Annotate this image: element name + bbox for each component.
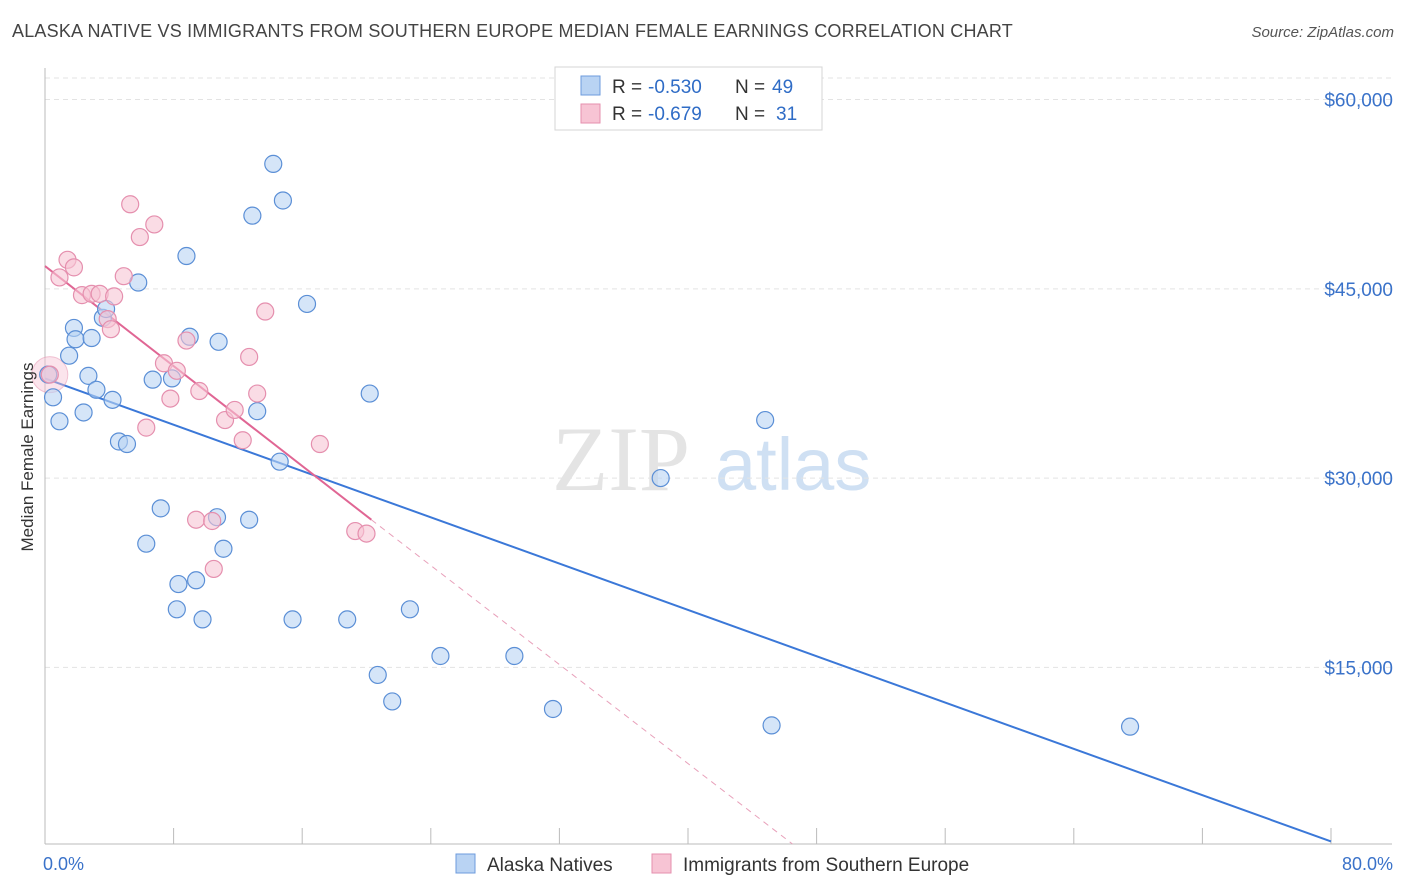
data-point-alaska-natives — [143, 370, 162, 389]
series-label-alaska-natives: Alaska Natives — [487, 855, 613, 876]
data-point-southern-europe — [50, 268, 69, 287]
y-tick-label: $15,000 — [1324, 658, 1393, 679]
data-point-alaska-natives — [117, 434, 137, 454]
data-point-alaska-natives — [273, 191, 293, 210]
data-point-alaska-natives — [248, 402, 267, 421]
data-point-alaska-natives — [74, 403, 93, 422]
data-point-alaska-natives — [167, 600, 186, 619]
legend-swatch-blue — [580, 75, 601, 96]
y-tick-labels: $15,000 $30,000 $45,000 $60,000 — [1324, 91, 1393, 680]
legend-n-label-2: N = — [735, 104, 765, 125]
data-point-alaska-natives — [66, 330, 85, 349]
series-legend: Alaska Natives Immigrants from Southern … — [455, 853, 969, 876]
data-point-alaska-natives — [151, 499, 170, 518]
legend-swatch-pink — [580, 103, 601, 124]
data-point-southern-europe — [357, 524, 376, 543]
data-point-southern-europe — [225, 400, 244, 420]
data-point-alaska-natives — [297, 294, 317, 314]
source-label: Source: ZipAtlas.com — [1251, 24, 1394, 41]
data-point-alaska-natives — [103, 390, 122, 409]
data-point-alaska-natives — [214, 539, 233, 558]
y-axis-label: Median Female Earnings — [18, 363, 37, 552]
data-point-southern-europe — [145, 215, 164, 234]
legend-n-value-1: 49 — [772, 77, 793, 98]
data-point-alaska-natives — [338, 610, 357, 629]
data-point-alaska-natives — [368, 665, 387, 685]
trend-line-alaska-natives — [44, 377, 1332, 843]
legend-r-value-2: -0.679 — [648, 104, 702, 125]
data-point-alaska-natives — [137, 534, 156, 553]
data-point-southern-europe — [114, 267, 133, 286]
data-point-southern-europe — [101, 320, 121, 339]
grid-lines — [45, 77, 1392, 668]
data-point-alaska-natives — [169, 574, 188, 594]
watermark-zip: ZIP — [552, 408, 690, 510]
data-point-alaska-natives — [60, 346, 79, 365]
data-point-alaska-natives — [1120, 717, 1140, 736]
data-point-southern-europe — [256, 302, 275, 321]
data-point-alaska-natives — [177, 246, 196, 266]
x-tick-label-start: 0.0% — [43, 854, 84, 874]
data-point-alaska-natives — [243, 206, 262, 225]
data-point-alaska-natives — [651, 468, 670, 488]
data-point-southern-europe — [130, 227, 149, 247]
data-point-alaska-natives — [209, 332, 228, 351]
data-point-alaska-natives — [400, 600, 420, 619]
data-point-southern-europe — [187, 510, 206, 529]
data-point-alaska-natives — [87, 380, 106, 399]
x-tick-label-end: 80.0% — [1342, 854, 1393, 874]
data-point-southern-europe — [177, 331, 196, 350]
data-point-southern-europe — [233, 431, 252, 450]
data-point-alaska-natives — [505, 646, 524, 666]
watermark-atlas: atlas — [715, 423, 871, 506]
data-point-alaska-natives — [283, 610, 302, 629]
data-point-southern-europe — [248, 384, 267, 403]
data-point-alaska-natives — [50, 412, 69, 431]
data-point-alaska-natives — [193, 610, 212, 629]
series-swatch-alaska-natives — [455, 853, 476, 874]
data-point-alaska-natives — [82, 328, 101, 348]
data-point-southern-europe — [137, 418, 156, 437]
legend-n-label-1: N = — [735, 77, 765, 98]
data-point-alaska-natives — [360, 384, 379, 403]
data-point-southern-europe — [240, 347, 259, 367]
data-point-southern-europe — [40, 365, 59, 384]
y-tick-label: $45,000 — [1324, 280, 1393, 301]
data-point-alaska-natives — [240, 510, 259, 529]
trend-lines — [44, 265, 1332, 845]
data-point-southern-europe — [310, 434, 329, 454]
data-point-southern-europe — [190, 381, 209, 401]
data-point-southern-europe — [161, 389, 180, 408]
data-point-southern-europe — [64, 258, 84, 277]
legend-r-label-2: R = — [612, 104, 642, 125]
series-label-southern-europe: Immigrants from Southern Europe — [683, 855, 969, 876]
y-tick-label: $60,000 — [1324, 91, 1393, 112]
data-point-southern-europe — [204, 559, 223, 579]
data-point-alaska-natives — [431, 646, 450, 666]
chart-title: ALASKA NATIVE VS IMMIGRANTS FROM SOUTHER… — [12, 21, 1013, 41]
data-point-southern-europe — [121, 195, 140, 214]
y-tick-label: $30,000 — [1324, 469, 1393, 490]
series-swatch-southern-europe — [651, 853, 672, 874]
data-point-alaska-natives — [187, 571, 206, 590]
data-point-alaska-natives — [762, 716, 781, 735]
data-point-southern-europe — [105, 287, 124, 306]
data-point-alaska-natives — [756, 410, 775, 430]
correlation-legend: R = -0.530 N = 49 R = -0.679 N = 31 — [554, 66, 823, 131]
data-point-alaska-natives — [43, 388, 63, 407]
data-point-alaska-natives — [270, 452, 289, 471]
data-points — [31, 154, 1140, 736]
data-point-alaska-natives — [543, 699, 563, 719]
data-point-alaska-natives — [383, 692, 402, 711]
trend-line-southern-europe-extension — [371, 519, 793, 845]
x-axis-ticks — [44, 828, 1332, 844]
legend-n-value-2: 31 — [776, 104, 797, 125]
data-point-southern-europe — [167, 361, 186, 380]
data-point-southern-europe — [203, 511, 222, 531]
data-point-alaska-natives — [264, 154, 283, 173]
data-point-alaska-natives — [79, 366, 98, 385]
legend-r-value-1: -0.530 — [648, 77, 702, 98]
legend-r-label-1: R = — [612, 77, 642, 98]
